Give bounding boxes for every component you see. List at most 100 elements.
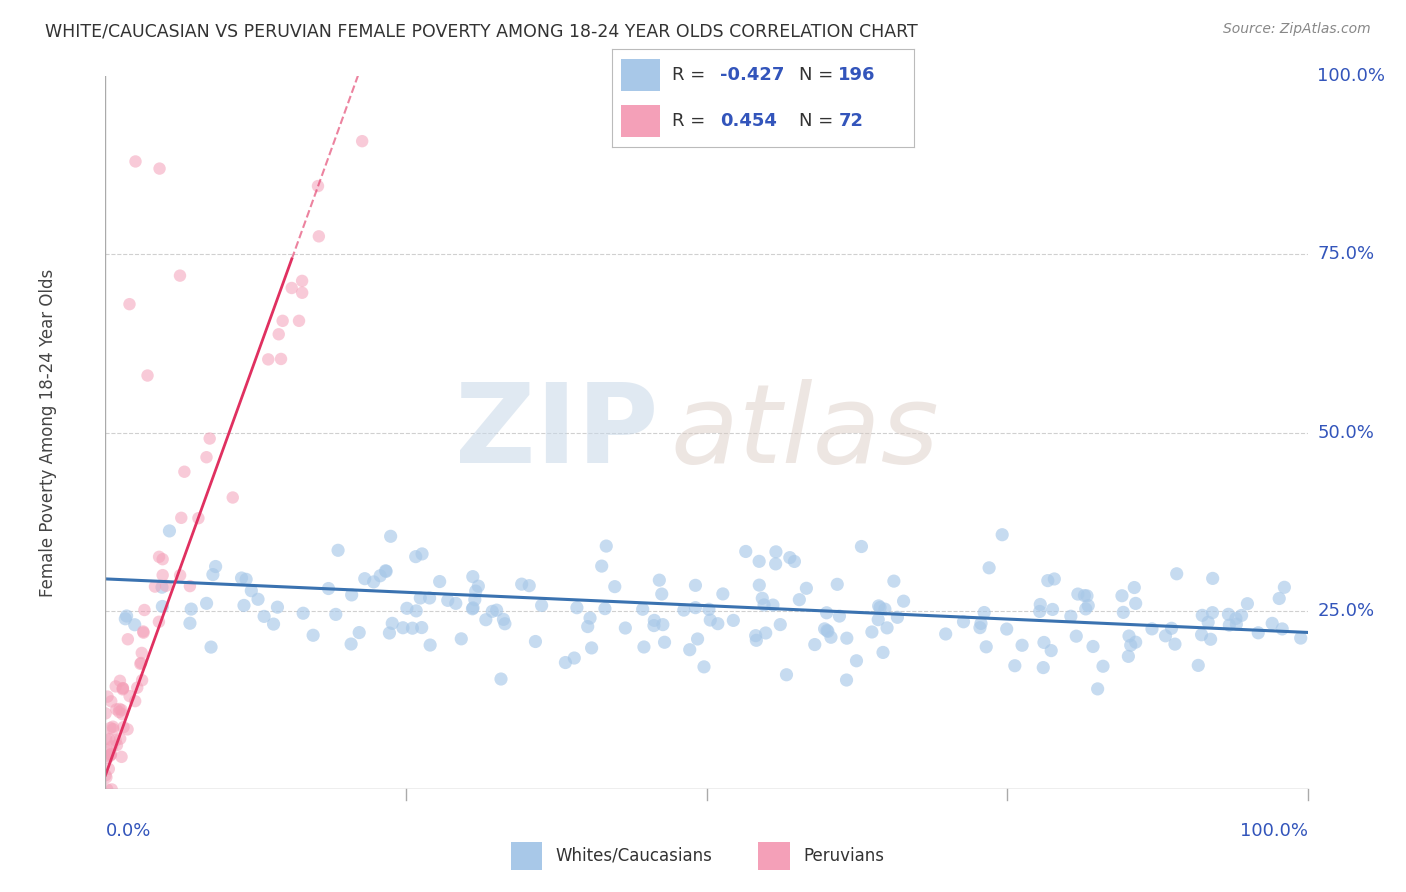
Point <box>267 327 290 342</box>
Point <box>872 645 894 659</box>
Point <box>530 599 553 613</box>
Point <box>97 762 120 776</box>
Point <box>318 582 340 596</box>
Point <box>240 583 263 598</box>
Point <box>593 601 616 615</box>
Point <box>581 640 603 655</box>
Point <box>347 625 370 640</box>
Point <box>1060 609 1083 624</box>
Point <box>1218 607 1240 622</box>
Point <box>307 179 329 194</box>
Point <box>461 602 484 616</box>
Point <box>118 297 141 311</box>
Point <box>467 579 489 593</box>
Point <box>271 314 294 328</box>
Point <box>96 782 118 797</box>
Point <box>409 591 432 605</box>
Point <box>1032 635 1054 649</box>
Point <box>124 694 146 708</box>
Point <box>1028 604 1050 618</box>
Point <box>969 621 991 635</box>
Point <box>173 465 195 479</box>
Point <box>401 621 423 635</box>
Point <box>693 660 716 674</box>
Point <box>1029 598 1052 612</box>
Point <box>159 524 181 538</box>
Point <box>444 596 467 610</box>
Point <box>96 742 118 756</box>
Point <box>672 603 695 617</box>
Point <box>131 673 153 688</box>
Point <box>595 539 617 553</box>
Point <box>1154 629 1177 643</box>
Text: Peruvians: Peruvians <box>803 847 884 865</box>
Point <box>1225 611 1247 625</box>
Point <box>127 681 149 695</box>
Point <box>970 616 993 631</box>
Point <box>779 550 801 565</box>
Point <box>150 599 173 614</box>
Point <box>143 580 166 594</box>
Point <box>419 591 441 605</box>
Point <box>187 511 209 525</box>
Point <box>340 588 363 602</box>
Point <box>94 731 117 746</box>
Point <box>134 603 156 617</box>
Point <box>873 602 896 616</box>
Point <box>97 690 120 704</box>
Point <box>392 621 415 635</box>
Point <box>148 549 170 564</box>
Point <box>1112 606 1135 620</box>
Point <box>405 604 427 618</box>
Point <box>280 281 302 295</box>
Point <box>845 654 868 668</box>
Point <box>1261 616 1284 631</box>
Point <box>1191 608 1213 623</box>
Point <box>247 592 270 607</box>
Point <box>129 657 152 671</box>
Point <box>685 578 707 592</box>
Point <box>1077 599 1099 613</box>
Point <box>1225 617 1247 632</box>
Point <box>257 352 280 367</box>
Point <box>180 602 202 616</box>
Point <box>100 748 122 763</box>
Point <box>679 642 702 657</box>
Point <box>263 617 285 632</box>
Point <box>1032 660 1054 674</box>
Point <box>112 720 135 734</box>
Point <box>104 680 127 694</box>
Point <box>419 638 441 652</box>
Point <box>104 733 127 747</box>
Point <box>699 613 721 627</box>
Point <box>195 450 218 465</box>
Point <box>179 616 201 631</box>
Text: 100.0%: 100.0% <box>1317 67 1385 85</box>
Point <box>98 732 121 747</box>
Point <box>110 703 132 717</box>
Point <box>1164 637 1187 651</box>
Point <box>100 694 122 708</box>
Point <box>554 656 576 670</box>
Point <box>266 600 288 615</box>
Text: N =: N = <box>799 112 839 129</box>
Point <box>111 707 134 722</box>
Point <box>1201 606 1223 620</box>
Text: 72: 72 <box>838 112 863 129</box>
Point <box>222 491 245 505</box>
Point <box>111 681 134 696</box>
Point <box>1289 631 1312 645</box>
Point <box>633 640 655 654</box>
Point <box>1064 629 1087 643</box>
Point <box>752 598 775 612</box>
Point <box>200 640 222 654</box>
Point <box>169 268 191 283</box>
Point <box>1218 618 1240 632</box>
Point <box>1166 566 1188 581</box>
Point <box>235 572 257 586</box>
Point <box>869 600 891 615</box>
Text: 0.0%: 0.0% <box>105 822 150 839</box>
Point <box>1092 659 1115 673</box>
Point <box>291 285 314 300</box>
Point <box>108 702 131 716</box>
